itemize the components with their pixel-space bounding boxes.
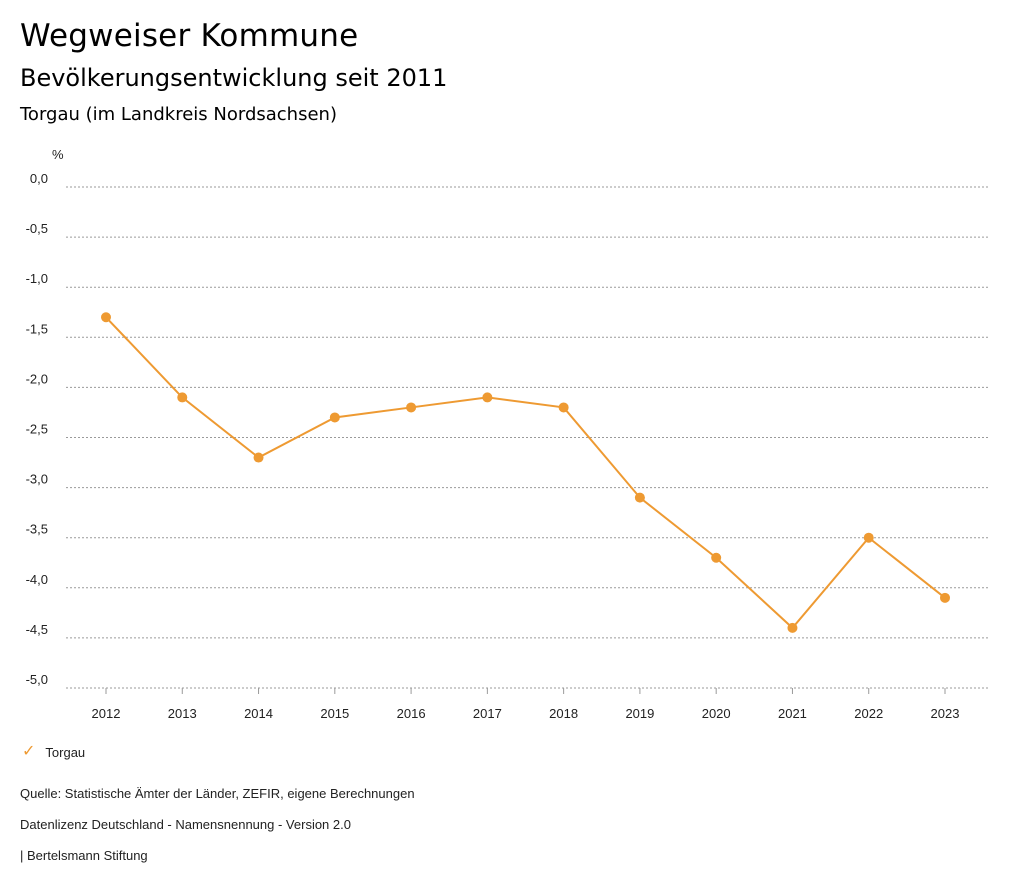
check-icon: ✓: [22, 743, 36, 760]
data-point[interactable]: [711, 552, 722, 563]
x-tick-label: 2021: [778, 706, 807, 721]
y-tick-label: -2,0: [26, 371, 48, 386]
x-tick-label: 2020: [702, 706, 731, 721]
chart-subtitle: Bevölkerungsentwicklung seit 2011: [20, 64, 448, 92]
grid-lines: [66, 186, 990, 689]
data-point[interactable]: [634, 492, 645, 503]
y-tick-label: -1,0: [26, 271, 48, 286]
y-tick-label: 0,0: [30, 171, 48, 186]
data-point[interactable]: [329, 412, 340, 423]
x-tick-label: 2015: [320, 706, 349, 721]
series-torgau: [101, 312, 950, 633]
data-point[interactable]: [253, 452, 264, 463]
y-tick-label: -0,5: [26, 221, 48, 236]
x-tick-label: 2018: [549, 706, 578, 721]
y-axis-ticks: 0,0 -0,5 -1,0 -1,5 -2,0 -2,5 -3,0 -3,5 -4,0 -4,5 -…: [26, 171, 48, 687]
y-tick-label: -1,5: [26, 321, 48, 336]
data-point[interactable]: [940, 592, 950, 603]
region-label: Torgau (im Landkreis Nordsachsen): [20, 104, 337, 125]
publisher-note: | Bertelsmann Stiftung: [20, 848, 148, 863]
page-title: Wegweiser Kommune: [20, 18, 359, 54]
x-tick-label: 2014: [244, 706, 273, 721]
x-tick-label: 2012: [92, 706, 121, 721]
data-point[interactable]: [482, 392, 493, 403]
data-point[interactable]: [406, 402, 417, 413]
data-point[interactable]: [863, 532, 874, 543]
x-tick-label: 2022: [854, 706, 883, 721]
y-tick-label: -4,5: [26, 622, 48, 637]
source-note: Quelle: Statistische Ämter der Länder, Z…: [20, 786, 415, 801]
x-axis-ticks: 2012 2013 2014 2015 2016 2017 2018 2019 2020 2021…: [92, 688, 960, 721]
legend[interactable]: ✓ Torgau: [22, 744, 85, 760]
data-point[interactable]: [787, 622, 798, 633]
y-tick-label: -3,0: [26, 472, 48, 487]
x-tick-label: 2017: [473, 706, 502, 721]
series-line: [105, 316, 946, 630]
data-point[interactable]: [177, 392, 188, 403]
y-tick-label: -5,0: [26, 672, 48, 687]
y-unit-label: %: [52, 147, 64, 162]
x-tick-label: 2016: [397, 706, 426, 721]
data-point[interactable]: [101, 312, 111, 323]
y-tick-label: -4,0: [26, 572, 48, 587]
license-note: Datenlizenz Deutschland - Namensnennung …: [20, 817, 351, 832]
x-tick-label: 2023: [931, 706, 960, 721]
x-tick-label: 2019: [625, 706, 654, 721]
y-tick-label: -3,5: [26, 522, 48, 537]
y-tick-label: -2,5: [26, 422, 48, 437]
data-point[interactable]: [558, 402, 569, 413]
legend-label: Torgau: [45, 744, 86, 760]
x-tick-label: 2013: [168, 706, 197, 721]
